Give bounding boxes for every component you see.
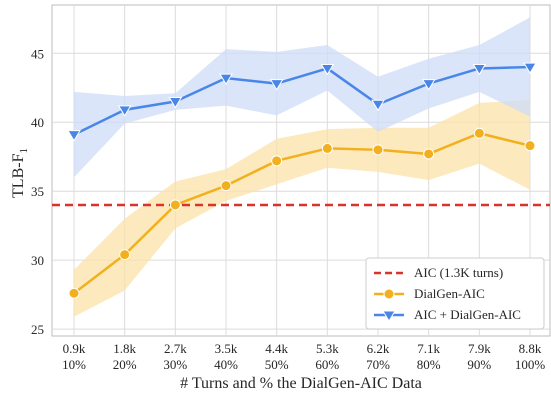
series-markers	[67, 62, 537, 299]
legend-label: AIC + DialGen-AIC	[414, 307, 521, 322]
x-tick-label-turns: 1.8k	[113, 341, 136, 356]
y-tick-label: 25	[31, 322, 44, 337]
x-tick-label-turns: 8.8k	[519, 341, 542, 356]
data-point	[68, 287, 80, 299]
x-tick-label-percent: 80%	[417, 357, 441, 372]
x-tick-label-turns: 7.1k	[417, 341, 440, 356]
data-point	[472, 63, 487, 76]
data-point	[524, 140, 536, 152]
x-tick-label-turns: 5.3k	[316, 341, 339, 356]
legend-swatch-marker	[382, 310, 396, 322]
x-tick-label-turns: 3.5k	[215, 341, 238, 356]
x-tick-label-percent: 40%	[214, 357, 238, 372]
data-point	[220, 180, 232, 192]
data-point	[67, 130, 81, 142]
series-lines	[73, 65, 531, 295]
data-point	[271, 155, 283, 167]
data-point	[421, 79, 436, 91]
y-tick-label: 40	[31, 115, 44, 130]
data-point	[168, 97, 183, 109]
legend-label: DialGen-AIC	[414, 286, 485, 301]
data-point	[320, 63, 335, 76]
x-tick-label-turns: 0.9k	[63, 341, 86, 356]
x-tick-label-percent: 30%	[163, 357, 187, 372]
series-line	[73, 132, 531, 295]
y-tick-label: 30	[31, 253, 44, 268]
data-point	[523, 62, 537, 75]
x-tick-label-percent: 90%	[467, 357, 491, 372]
data-point	[219, 73, 233, 86]
x-tick-label-percent: 100%	[515, 357, 546, 372]
data-point	[269, 79, 284, 91]
legend-label: AIC (1.3K turns)	[414, 265, 503, 280]
x-tick-label-turns: 4.4k	[265, 341, 288, 356]
confidence-bands	[74, 17, 530, 317]
x-axis-title: # Turns and % the DialGen-AIC Data	[180, 375, 422, 392]
data-point	[473, 127, 485, 139]
y-axis-title: TLB-F1	[10, 148, 30, 198]
y-axis-title-subscript: 1	[18, 148, 30, 154]
x-tick-labels: 0.9k10%1.8k20%2.7k30%3.5k40%4.4k50%5.3k6…	[62, 341, 545, 372]
data-point	[423, 148, 435, 160]
data-point	[169, 199, 181, 211]
legend-swatch-marker	[383, 288, 395, 300]
confidence-band	[74, 100, 530, 317]
x-tick-label-percent: 20%	[113, 357, 137, 372]
x-tick-label-turns: 6.2k	[367, 341, 390, 356]
x-tick-label-percent: 10%	[62, 357, 86, 372]
data-point	[119, 249, 131, 261]
x-tick-label-turns: 7.9k	[468, 341, 491, 356]
y-tick-label: 35	[31, 184, 44, 199]
legend: AIC (1.3K turns) DialGen-AIC AIC + DialGen…	[365, 257, 545, 330]
y-tick-label: 45	[31, 46, 44, 61]
y-tick-labels: 25 30 35 40 45	[31, 46, 44, 337]
x-tick-label-percent: 50%	[265, 357, 289, 372]
data-point	[372, 144, 384, 156]
legend-box	[365, 257, 545, 330]
x-tick-label-percent: 60%	[315, 357, 339, 372]
confidence-band	[74, 17, 530, 178]
y-axis-title-main: TLB-F	[10, 153, 27, 198]
data-point	[371, 99, 385, 112]
data-point	[117, 105, 132, 117]
x-tick-label-turns: 2.7k	[164, 341, 187, 356]
legend-items: AIC (1.3K turns) DialGen-AIC AIC + DialGen…	[374, 265, 521, 322]
series-line	[73, 65, 531, 136]
data-point	[321, 142, 333, 154]
x-tick-label-percent: 70%	[366, 357, 390, 372]
